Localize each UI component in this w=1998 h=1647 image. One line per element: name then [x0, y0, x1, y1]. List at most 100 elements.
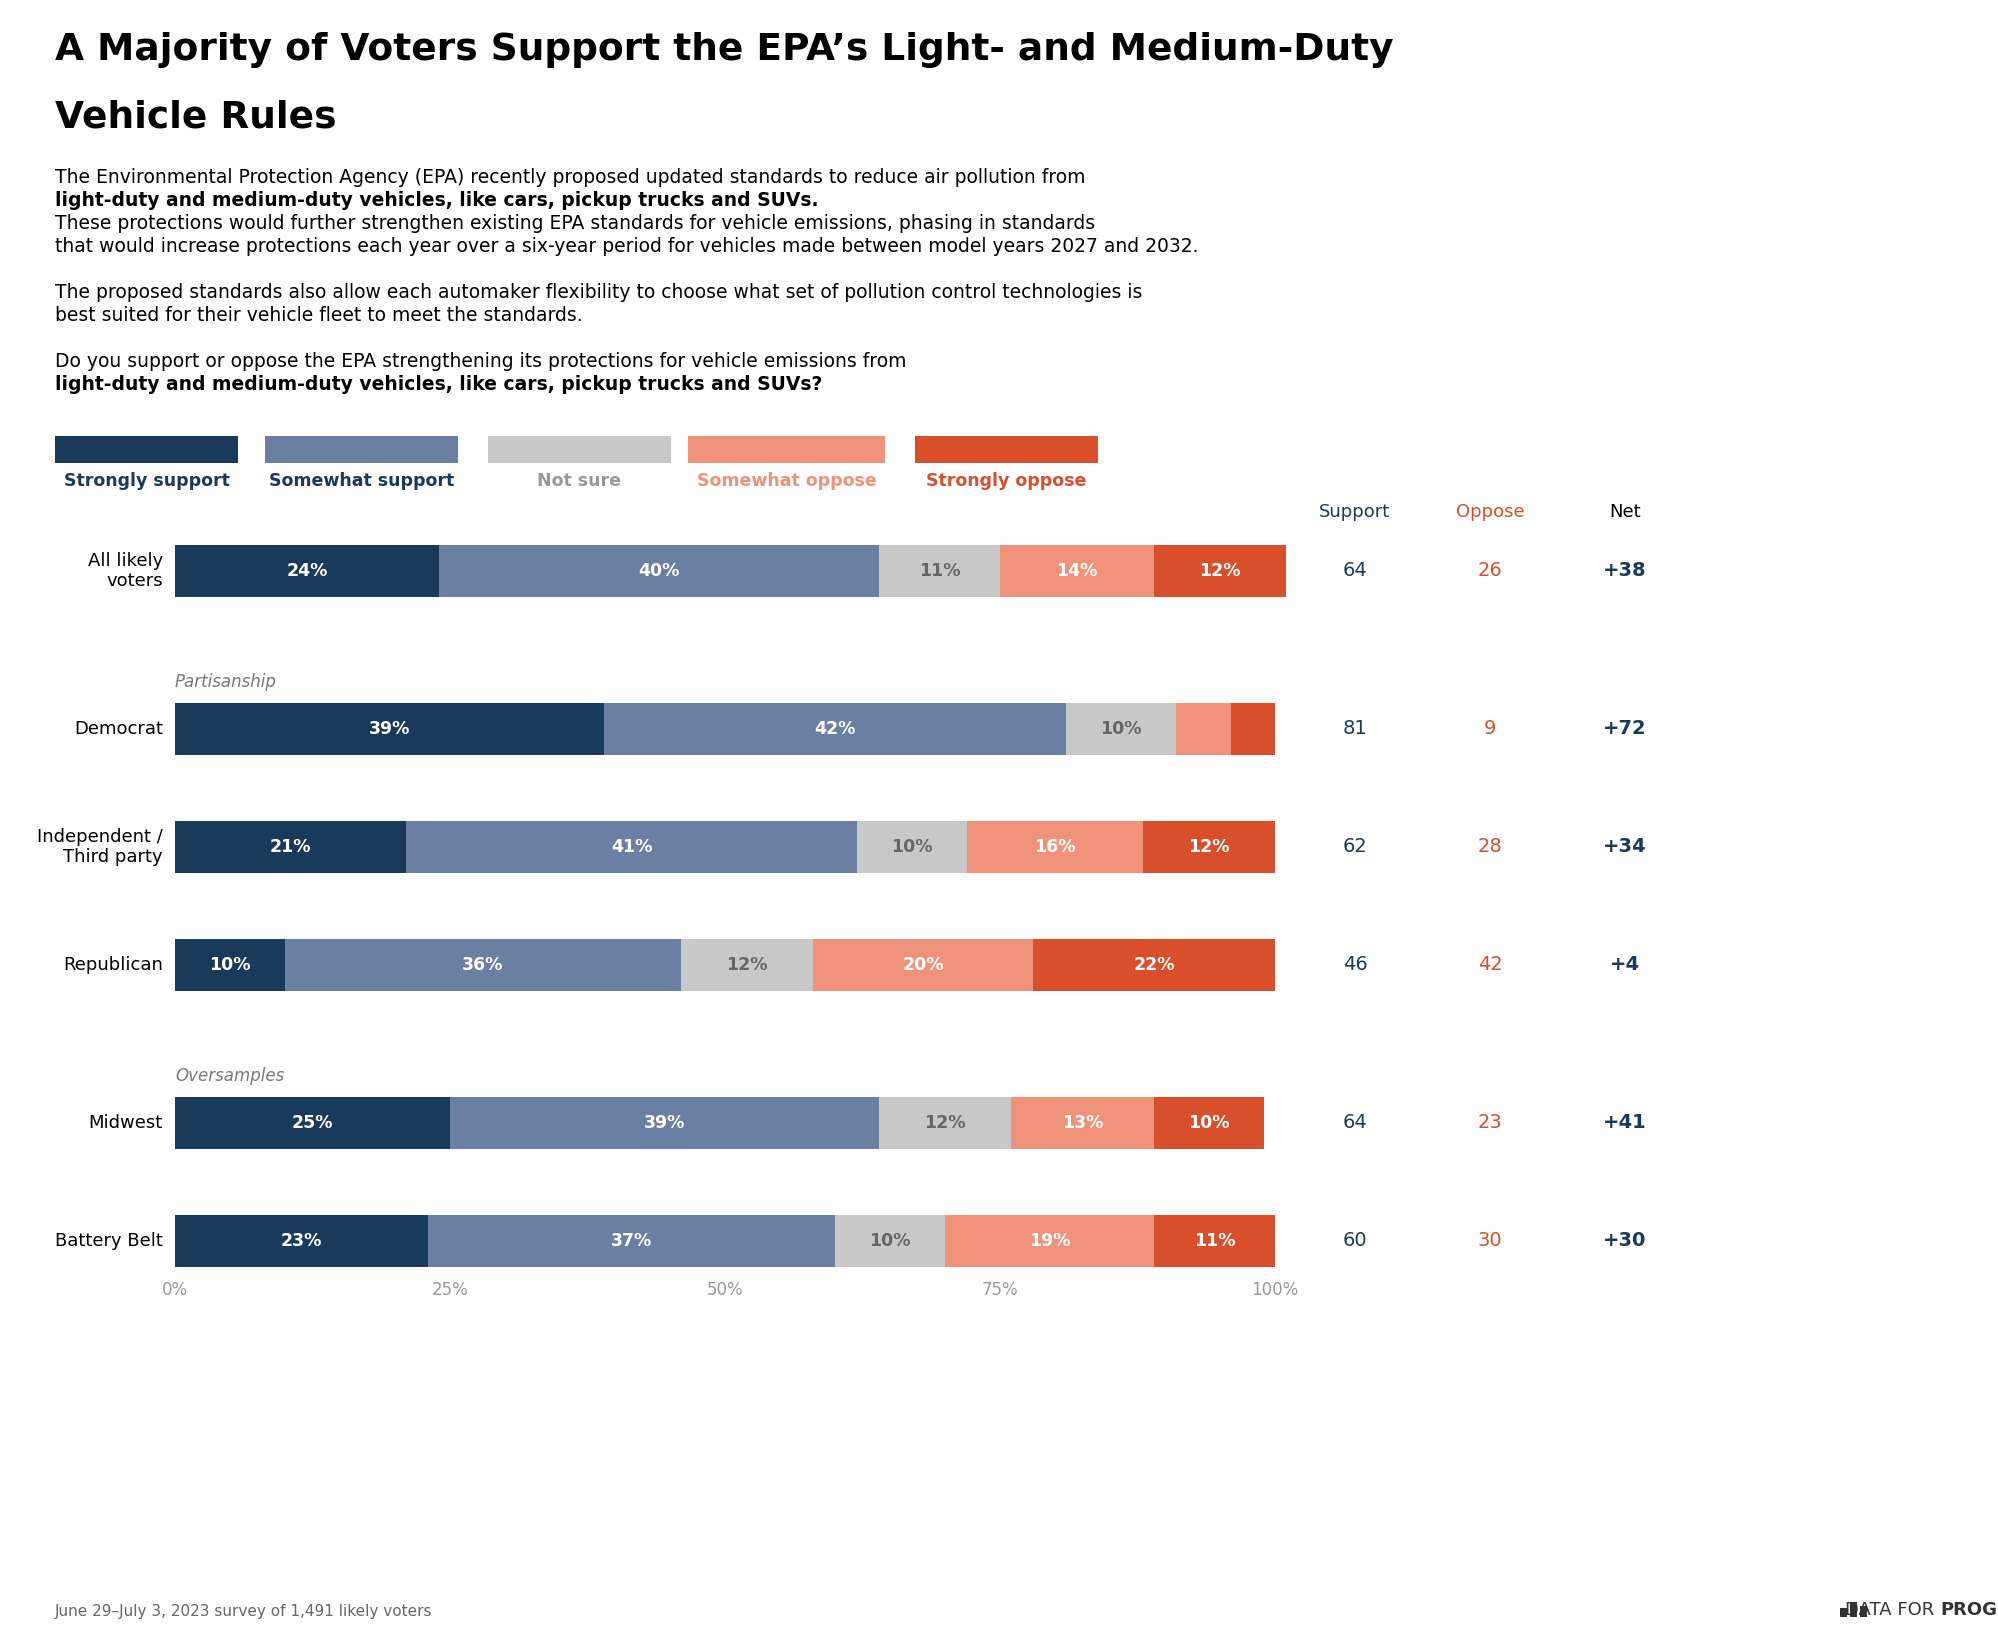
Text: 25%: 25%	[432, 1281, 468, 1299]
Text: +38: +38	[1602, 562, 1646, 580]
Bar	[915, 436, 1097, 463]
Bar	[1848, 1603, 1856, 1617]
Text: light-duty and medium-duty vehicles, like cars, pickup trucks and SUVs.: light-duty and medium-duty vehicles, lik…	[56, 191, 817, 211]
Bar	[681, 939, 813, 991]
Text: Strongly support: Strongly support	[64, 473, 230, 491]
Text: Do you support or oppose the EPA strengthening its protections for vehicle emiss: Do you support or oppose the EPA strengt…	[56, 352, 911, 371]
Text: A Majority of Voters Support the EPA’s Light- and Medium-Duty: A Majority of Voters Support the EPA’s L…	[56, 31, 1393, 68]
Text: light-duty and medium-duty vehicles, like cars, pickup trucks and SUVs?: light-duty and medium-duty vehicles, lik…	[56, 376, 821, 394]
Text: 12%: 12%	[1199, 562, 1241, 580]
Text: 100%: 100%	[1251, 1281, 1299, 1299]
Text: Vehicle Rules: Vehicle Rules	[56, 100, 336, 137]
Bar	[1033, 939, 1275, 991]
Text: 42%: 42%	[813, 720, 855, 738]
Text: best suited for their vehicle fleet to meet the standards.: best suited for their vehicle fleet to m…	[56, 306, 581, 324]
Bar	[603, 703, 1065, 754]
Text: 26: 26	[1477, 562, 1502, 580]
Bar	[176, 1097, 450, 1150]
Text: DATA FOR: DATA FOR	[1844, 1601, 1938, 1619]
Text: Support: Support	[1319, 502, 1391, 520]
Text: 22%: 22%	[1133, 955, 1175, 973]
Text: +4: +4	[1608, 955, 1638, 975]
Text: 81: 81	[1343, 720, 1367, 738]
Text: Republican: Republican	[64, 955, 164, 973]
Bar	[440, 545, 879, 596]
Bar	[1858, 1606, 1866, 1617]
Bar	[967, 820, 1143, 873]
Text: 40%: 40%	[637, 562, 679, 580]
Text: 41%: 41%	[611, 838, 651, 856]
Text: 25%: 25%	[292, 1113, 334, 1131]
Text: 14%: 14%	[1055, 562, 1097, 580]
Text: Not sure: Not sure	[537, 473, 621, 491]
Bar	[176, 703, 603, 754]
Text: 11%: 11%	[1193, 1232, 1235, 1250]
Text: 10%: 10%	[869, 1232, 911, 1250]
Text: Democrat: Democrat	[74, 720, 164, 738]
Text: Net: Net	[1608, 502, 1640, 520]
Text: June 29–July 3, 2023 survey of 1,491 likely voters: June 29–July 3, 2023 survey of 1,491 lik…	[56, 1604, 432, 1619]
Bar	[266, 436, 458, 463]
Text: 39%: 39%	[643, 1113, 685, 1131]
Bar	[879, 545, 999, 596]
Bar	[879, 1097, 1011, 1150]
Text: 20%: 20%	[901, 955, 943, 973]
Text: Oversamples: Oversamples	[176, 1067, 284, 1085]
Text: 39%: 39%	[368, 720, 410, 738]
Text: 11%: 11%	[919, 562, 959, 580]
Text: 23: 23	[1477, 1113, 1502, 1133]
Bar	[1838, 1607, 1846, 1617]
Text: 12%: 12%	[923, 1113, 965, 1131]
Text: +72: +72	[1602, 720, 1646, 738]
Bar	[945, 1215, 1153, 1267]
Text: 46: 46	[1343, 955, 1367, 975]
Bar	[488, 436, 671, 463]
Text: The Environmental Protection Agency (EPA) recently proposed updated standards to: The Environmental Protection Agency (EPA…	[56, 168, 1091, 188]
Text: Midwest: Midwest	[88, 1113, 164, 1131]
Text: +41: +41	[1602, 1113, 1646, 1133]
Text: 10%: 10%	[891, 838, 933, 856]
Text: 23%: 23%	[280, 1232, 322, 1250]
Text: 10%: 10%	[210, 955, 250, 973]
Bar	[1065, 703, 1175, 754]
Text: Battery Belt: Battery Belt	[56, 1232, 164, 1250]
Bar	[999, 545, 1153, 596]
Text: 21%: 21%	[270, 838, 312, 856]
Bar	[428, 1215, 835, 1267]
Text: +34: +34	[1602, 838, 1646, 856]
Text: 28: 28	[1477, 838, 1502, 856]
Text: Partisanship: Partisanship	[176, 674, 278, 692]
Text: 62: 62	[1343, 838, 1367, 856]
Text: +30: +30	[1602, 1232, 1646, 1250]
Bar	[450, 1097, 879, 1150]
Text: 42: 42	[1477, 955, 1502, 975]
Text: Oppose: Oppose	[1455, 502, 1524, 520]
Text: 10%: 10%	[1099, 720, 1141, 738]
Text: 36%: 36%	[462, 955, 503, 973]
Text: 12%: 12%	[725, 955, 767, 973]
Bar	[857, 820, 967, 873]
Bar	[835, 1215, 945, 1267]
Bar	[176, 545, 440, 596]
Text: that would increase protections each year over a six-year period for vehicles ma: that would increase protections each yea…	[56, 237, 1199, 255]
Text: 12%: 12%	[1187, 838, 1229, 856]
Text: The proposed standards also allow each automaker flexibility to choose what set : The proposed standards also allow each a…	[56, 283, 1141, 301]
Bar	[1011, 1097, 1153, 1150]
Text: 0%: 0%	[162, 1281, 188, 1299]
Bar	[176, 939, 286, 991]
Text: 50%: 50%	[707, 1281, 743, 1299]
Text: 30: 30	[1477, 1232, 1502, 1250]
Text: All likely
voters: All likely voters	[88, 552, 164, 590]
Bar	[1153, 1097, 1263, 1150]
Bar	[176, 1215, 428, 1267]
Bar	[1175, 703, 1231, 754]
Bar	[1231, 703, 1275, 754]
Bar	[286, 939, 681, 991]
Text: 19%: 19%	[1029, 1232, 1069, 1250]
Bar	[1143, 820, 1275, 873]
Text: 13%: 13%	[1061, 1113, 1103, 1131]
Text: 64: 64	[1343, 1113, 1367, 1133]
Bar	[687, 436, 885, 463]
Text: 75%: 75%	[981, 1281, 1017, 1299]
Text: 24%: 24%	[286, 562, 328, 580]
